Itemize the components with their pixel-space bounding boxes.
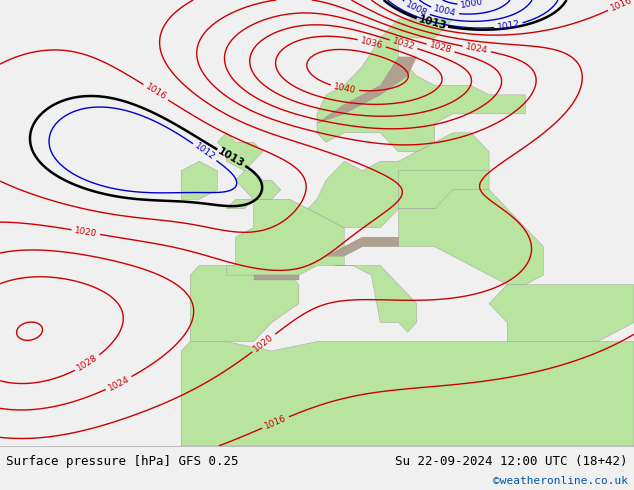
Polygon shape	[226, 171, 281, 209]
Polygon shape	[489, 285, 634, 342]
Text: 1036: 1036	[359, 36, 384, 50]
Text: 1020: 1020	[74, 226, 98, 239]
Text: 1020: 1020	[252, 333, 276, 354]
Text: 1016: 1016	[143, 82, 168, 102]
Text: 1032: 1032	[391, 37, 416, 52]
Polygon shape	[326, 237, 399, 256]
Text: 1004: 1004	[433, 4, 457, 19]
Polygon shape	[317, 19, 526, 152]
Polygon shape	[181, 161, 217, 199]
Text: 1008: 1008	[404, 0, 429, 18]
Text: 1016: 1016	[263, 414, 288, 431]
Polygon shape	[181, 342, 634, 446]
Text: 1013: 1013	[216, 146, 247, 169]
Text: 1024: 1024	[465, 42, 489, 55]
Text: 1016: 1016	[609, 0, 633, 13]
Polygon shape	[226, 199, 344, 275]
Text: 1040: 1040	[333, 82, 357, 95]
Polygon shape	[254, 275, 299, 280]
Text: ©weatheronline.co.uk: ©weatheronline.co.uk	[493, 476, 628, 486]
Polygon shape	[335, 266, 417, 332]
Text: 1024: 1024	[107, 374, 131, 392]
Text: 1000: 1000	[460, 0, 484, 10]
Text: Surface pressure [hPa] GFS 0.25: Surface pressure [hPa] GFS 0.25	[6, 455, 239, 468]
Text: Su 22-09-2024 12:00 UTC (18+42): Su 22-09-2024 12:00 UTC (18+42)	[395, 455, 628, 468]
Polygon shape	[399, 171, 489, 209]
Text: 1013: 1013	[417, 15, 448, 32]
Polygon shape	[217, 133, 262, 171]
Text: 1012: 1012	[193, 142, 217, 162]
Polygon shape	[190, 266, 299, 342]
Polygon shape	[317, 57, 417, 123]
Text: 1028: 1028	[429, 41, 453, 55]
Polygon shape	[399, 190, 543, 285]
Text: 1012: 1012	[496, 20, 521, 32]
Text: 1028: 1028	[75, 353, 100, 373]
Polygon shape	[308, 133, 489, 228]
